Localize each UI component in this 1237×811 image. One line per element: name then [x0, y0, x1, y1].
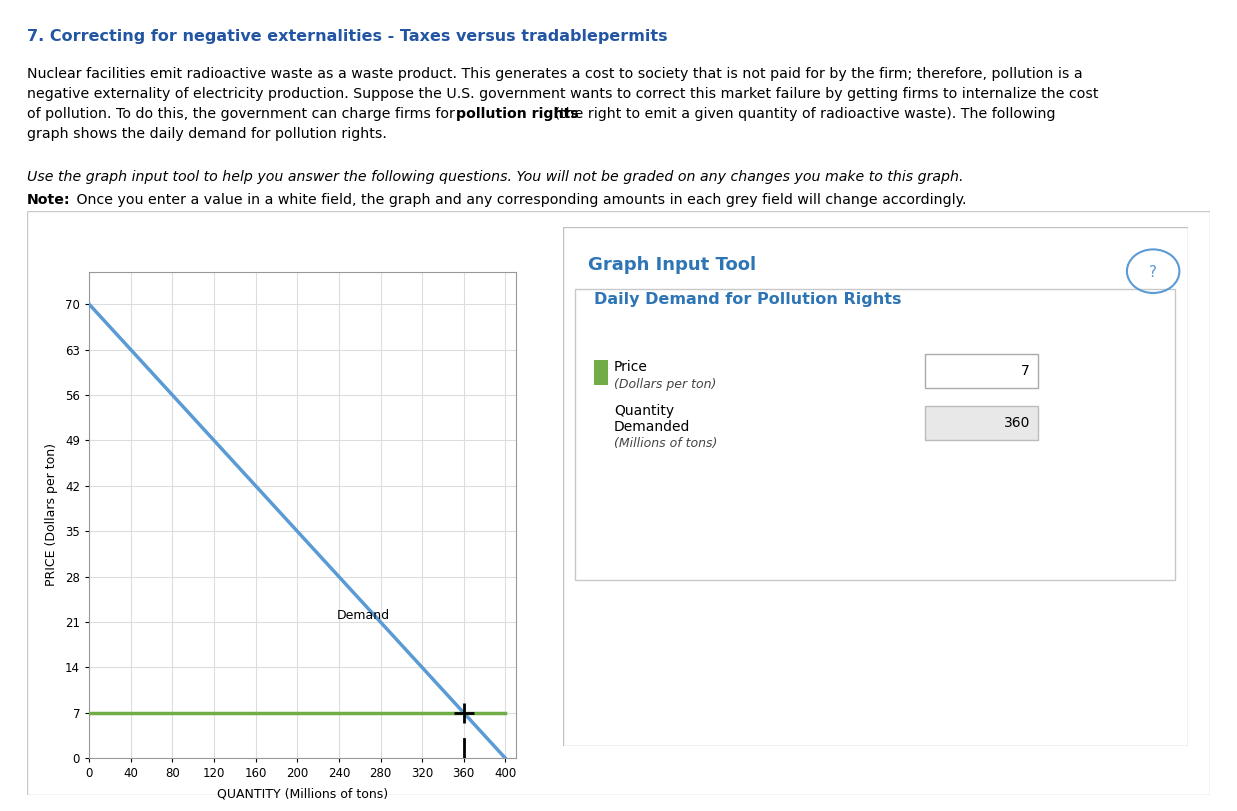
Text: ?: ? [1149, 265, 1157, 281]
Text: graph shows the daily demand for pollution rights.: graph shows the daily demand for polluti… [27, 127, 387, 141]
Text: Daily Demand for Pollution Rights: Daily Demand for Pollution Rights [594, 292, 902, 307]
Text: Quantity: Quantity [614, 404, 674, 418]
FancyBboxPatch shape [27, 211, 1210, 795]
Text: negative externality of electricity production. Suppose the U.S. government want: negative externality of electricity prod… [27, 87, 1098, 101]
Text: (the right to emit a given quantity of radioactive waste). The following: (the right to emit a given quantity of r… [549, 107, 1055, 121]
Text: Demand: Demand [336, 609, 390, 622]
FancyBboxPatch shape [925, 406, 1038, 440]
Text: 360: 360 [1003, 416, 1030, 430]
X-axis label: QUANTITY (Millions of tons): QUANTITY (Millions of tons) [216, 787, 388, 800]
Text: (Millions of tons): (Millions of tons) [614, 437, 717, 450]
Text: Demanded: Demanded [614, 420, 690, 434]
Text: Graph Input Tool: Graph Input Tool [588, 255, 756, 273]
FancyBboxPatch shape [575, 290, 1175, 580]
Text: 7. Correcting for negative externalities - Taxes versus tradablepermits: 7. Correcting for negative externalities… [27, 29, 668, 44]
Text: Use the graph input tool to help you answer the following questions. You will no: Use the graph input tool to help you ans… [27, 170, 964, 184]
Text: (Dollars per ton): (Dollars per ton) [614, 378, 716, 391]
Y-axis label: PRICE (Dollars per ton): PRICE (Dollars per ton) [45, 444, 58, 586]
Text: 7: 7 [1022, 364, 1030, 378]
FancyBboxPatch shape [925, 354, 1038, 388]
FancyBboxPatch shape [594, 360, 607, 385]
Text: Nuclear facilities emit radioactive waste as a waste product. This generates a c: Nuclear facilities emit radioactive wast… [27, 67, 1082, 80]
Text: pollution rights: pollution rights [455, 107, 579, 121]
FancyBboxPatch shape [563, 227, 1188, 746]
Text: Price: Price [614, 360, 648, 375]
Text: Once you enter a value in a white field, the graph and any corresponding amounts: Once you enter a value in a white field,… [72, 193, 966, 207]
Text: of pollution. To do this, the government can charge firms for: of pollution. To do this, the government… [27, 107, 460, 121]
Text: Note:: Note: [27, 193, 71, 207]
